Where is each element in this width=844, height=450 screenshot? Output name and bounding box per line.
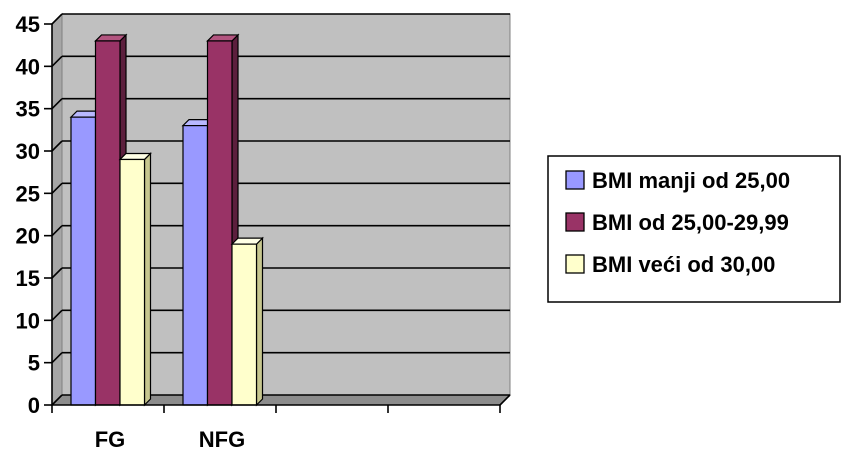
bar-front [206, 40, 233, 406]
bar-front [119, 158, 146, 406]
legend-swatch [565, 212, 585, 232]
y-tick-label: 45 [16, 12, 40, 37]
bar-2-0 [118, 152, 152, 407]
legend-swatch [565, 254, 585, 274]
y-tick-label: 20 [16, 224, 40, 249]
x-tick-label: FG [95, 427, 126, 450]
bar-top [94, 34, 128, 42]
gridline-side [51, 140, 63, 152]
bar-front [231, 243, 258, 406]
gridline-side [51, 182, 63, 194]
bar-side [255, 236, 264, 407]
bar-2-1 [230, 236, 264, 407]
legend-item: BMI manji od 25,00 [565, 168, 790, 193]
legend-label: BMI manji od 25,00 [592, 168, 790, 193]
y-tick-label: 25 [16, 181, 40, 206]
y-tick-label: 35 [16, 97, 40, 122]
x-tick-label: NFG [199, 427, 245, 450]
axes: 0 5 10 15 20 25 30 35 40 45 FG NFG [16, 12, 511, 450]
x-axis-depth [499, 394, 511, 406]
y-tick-label: 0 [28, 393, 40, 418]
bar-top [230, 237, 264, 245]
bar-side [143, 152, 152, 407]
gridline-side [51, 55, 63, 67]
legend-item: BMI veći od 30,00 [565, 252, 775, 277]
legend-label: BMI veći od 30,00 [592, 252, 775, 277]
gridline-side [51, 352, 63, 364]
bar-top [206, 34, 240, 42]
legend-label: BMI od 25,00-29,99 [592, 210, 789, 235]
y-tick-label: 10 [16, 308, 40, 333]
gridline-side [51, 225, 63, 237]
gridline-side [51, 394, 63, 406]
side-wall [51, 12, 63, 407]
legend-item: BMI od 25,00-29,99 [565, 210, 789, 235]
legend-swatch [565, 170, 585, 190]
gridline-side [51, 309, 63, 321]
y-tick-label: 30 [16, 139, 40, 164]
bar-front [70, 116, 97, 406]
bar-front [94, 40, 121, 406]
gridline-side [51, 267, 63, 279]
gridline-side [51, 13, 63, 25]
y-tick-label: 40 [16, 54, 40, 79]
legend: BMI manji od 25,00 BMI od 25,00-29,99 BMI … [547, 155, 841, 303]
bar-front [182, 124, 209, 406]
y-tick-label: 5 [28, 351, 40, 376]
gridline-side [51, 98, 63, 110]
bars [69, 33, 264, 407]
bar-top [118, 152, 152, 161]
y-tick-label: 15 [16, 266, 40, 291]
legend-box [547, 155, 841, 303]
